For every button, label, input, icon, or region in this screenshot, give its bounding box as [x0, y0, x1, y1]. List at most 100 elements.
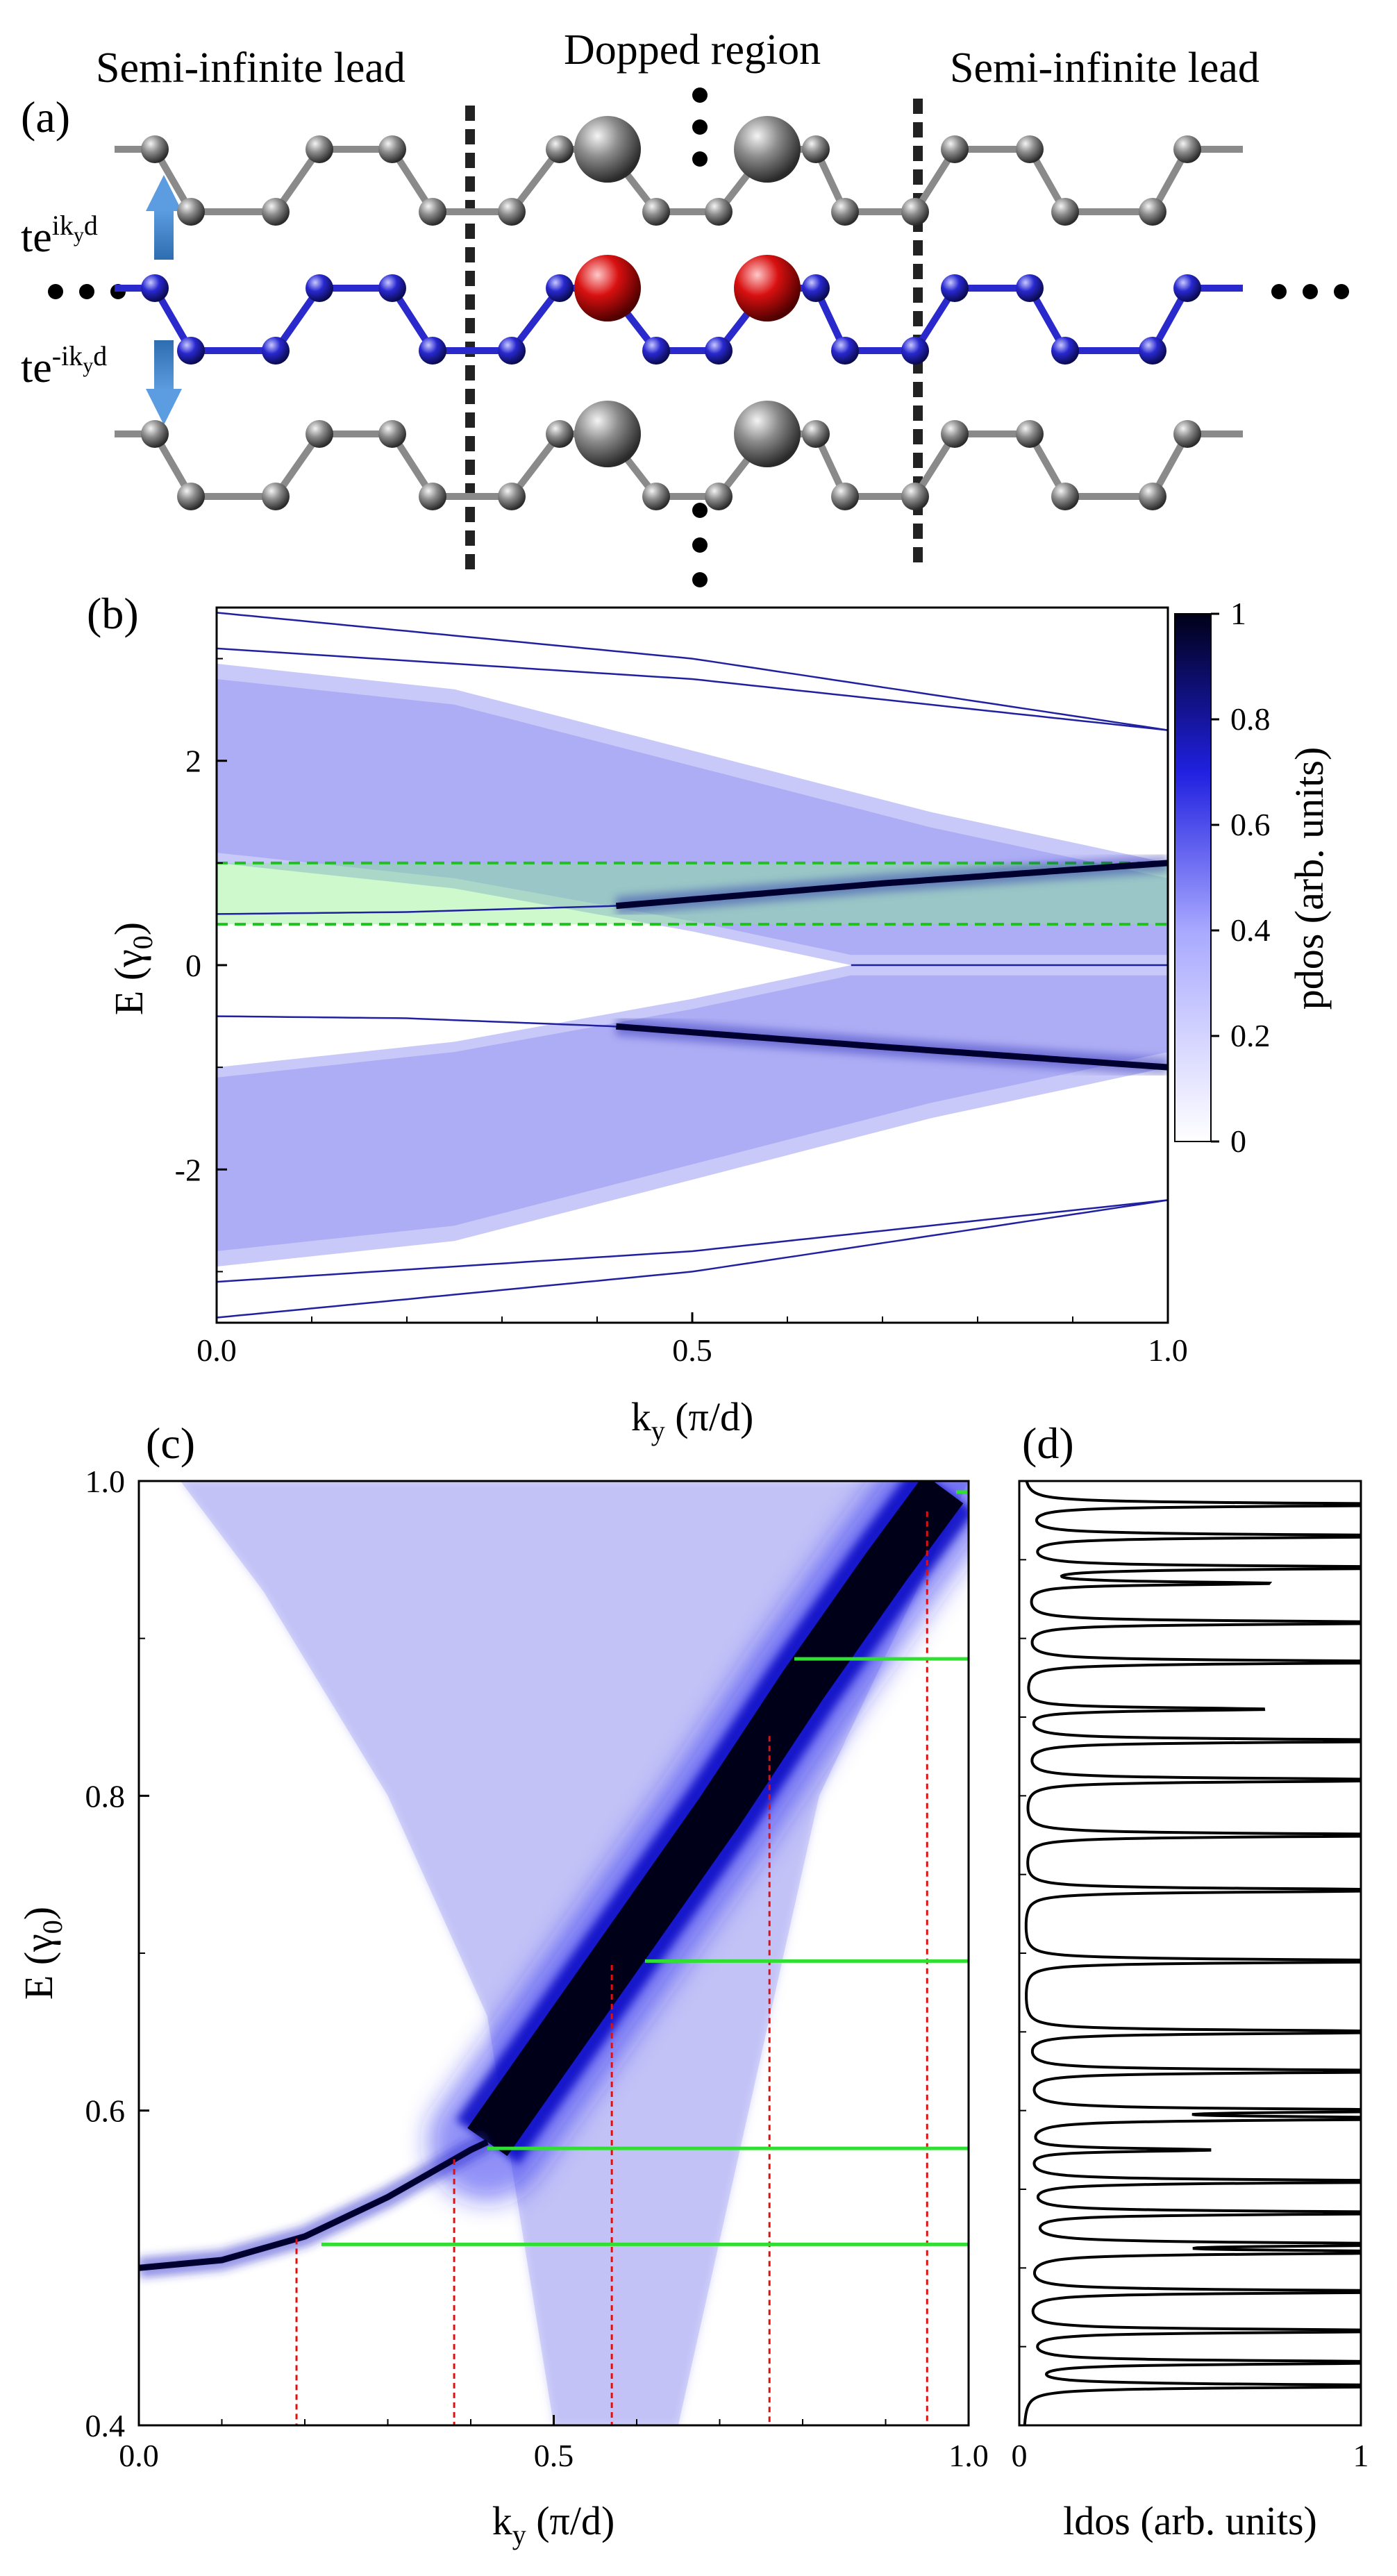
lower-continuum-core: [217, 975, 1168, 1251]
arrow-up-icon: [146, 175, 182, 260]
atom: [1139, 483, 1166, 510]
band-upper-outer-1: [217, 612, 1168, 731]
arrow-down-icon: [146, 340, 182, 425]
atom: [705, 483, 733, 510]
atom: [378, 274, 406, 302]
dopant-atom: [574, 401, 641, 467]
panel-b: (b) 0.0 0.5 1.0 2 0 -2 ky (π/d) E (γ0) 1 0.8 0.…: [87, 589, 1332, 1446]
panel-c-guides: [295, 1490, 969, 2425]
panel-b-x-axis-label: ky (π/d): [631, 1394, 754, 1446]
atom: [177, 337, 205, 365]
atom: [941, 135, 969, 163]
resonance-heatmap: [139, 1481, 969, 2425]
y-tick-label: 0.6: [85, 2093, 126, 2129]
atom: [419, 483, 446, 510]
y-tick-label: 0.8: [85, 1778, 126, 1814]
atom: [941, 420, 969, 448]
impurity-band-line: [139, 2139, 489, 2271]
dopant-atom: [574, 116, 641, 183]
atom: [141, 420, 169, 448]
atom: [419, 198, 446, 226]
colorbar-tick-label: 0.8: [1230, 701, 1271, 737]
atom: [1173, 135, 1201, 163]
atom: [941, 274, 969, 302]
colorbar: [1174, 613, 1212, 1142]
atom: [378, 135, 406, 163]
colorbar-tick-label: 0.4: [1230, 912, 1271, 948]
bottom-chain: [115, 401, 1243, 510]
top-chain: [115, 116, 1243, 226]
atom: [141, 274, 169, 302]
atom: [419, 337, 446, 365]
upper-continuum: [217, 663, 1168, 965]
atom: [1139, 198, 1166, 226]
zigzag-chains: [115, 116, 1243, 510]
resonance-core: [467, 1481, 964, 2157]
panel-c-y-axis-label: E (γ0): [16, 1907, 68, 2000]
atom: [262, 198, 290, 226]
dopant-atom: [734, 255, 801, 321]
panel-d-x-axis-label: ldos (arb. units): [1063, 2498, 1317, 2543]
panel-b-ticks: 0.0 0.5 1.0 2 0 -2: [175, 658, 1188, 1368]
panel-d-plot-area: [1023, 1481, 1361, 2425]
atom: [831, 337, 859, 365]
atom: [1051, 198, 1079, 226]
hop-down-label: te-ikyd: [21, 340, 107, 392]
atom: [802, 135, 830, 163]
panel-c-ticks: 0.0 0.5 1.0 1.0 0.8 0.6 0.4: [85, 1464, 989, 2473]
atom: [831, 483, 859, 510]
panel-d-label: (d): [1022, 1419, 1074, 1468]
atom: [705, 337, 733, 365]
atom: [546, 420, 574, 448]
atom: [642, 198, 670, 226]
panel-b-y-axis-label: E (γ0): [106, 922, 158, 1015]
y-tick-label: -2: [175, 1152, 201, 1187]
middle-chain: [115, 255, 1243, 365]
panel-b-plot-area: [217, 612, 1168, 1319]
atom: [177, 198, 205, 226]
dopant-atom: [734, 116, 801, 183]
atom: [306, 274, 333, 302]
panel-b-label: (b): [87, 589, 139, 638]
atom: [1016, 274, 1044, 302]
atom: [1051, 337, 1079, 365]
dopant-atom: [574, 255, 641, 321]
atom: [262, 337, 290, 365]
colorbar-tick-label: 1: [1230, 596, 1246, 631]
ldos-curve: [1023, 1481, 1361, 2425]
ellipsis-dots: [48, 87, 1349, 587]
panel-a: (a) Semi-infinite lead Dopped region Sem…: [21, 26, 1349, 587]
atom: [901, 483, 929, 510]
lower-continuum: [217, 965, 1168, 1267]
atom: [901, 337, 929, 365]
panel-c-label: (c): [146, 1419, 195, 1468]
left-lead-label: Semi-infinite lead: [96, 44, 405, 92]
panel-c-plot-area: [139, 1481, 969, 2425]
x-tick-label: 1: [1353, 2438, 1369, 2473]
y-tick-label: 0.4: [85, 2408, 126, 2443]
atom: [1173, 274, 1201, 302]
hop-up-label: teikyd: [21, 210, 98, 261]
atom: [1139, 337, 1166, 365]
colorbar-ticks: 1 0.8 0.6 0.4 0.2 0: [1211, 596, 1271, 1159]
band-upper-outer-2: [217, 647, 1168, 731]
atom: [141, 135, 169, 163]
panel-d-frame: [1018, 1480, 1362, 2427]
band-lines: [217, 612, 1168, 1319]
atom: [705, 198, 733, 226]
resonance-line: [616, 1023, 1168, 1071]
x-tick-label: 0: [1012, 2438, 1028, 2473]
atom: [378, 420, 406, 448]
atom: [1173, 420, 1201, 448]
x-tick-label: 0.5: [672, 1332, 712, 1368]
atom: [546, 274, 574, 302]
x-tick-label: 1.0: [948, 2438, 989, 2473]
colorbar-label: pdos (arb. units): [1287, 747, 1332, 1010]
y-tick-label: 1.0: [85, 1464, 126, 1499]
atom: [642, 483, 670, 510]
atom: [802, 274, 830, 302]
x-tick-label: 0.0: [119, 2438, 159, 2473]
atom: [498, 198, 526, 226]
